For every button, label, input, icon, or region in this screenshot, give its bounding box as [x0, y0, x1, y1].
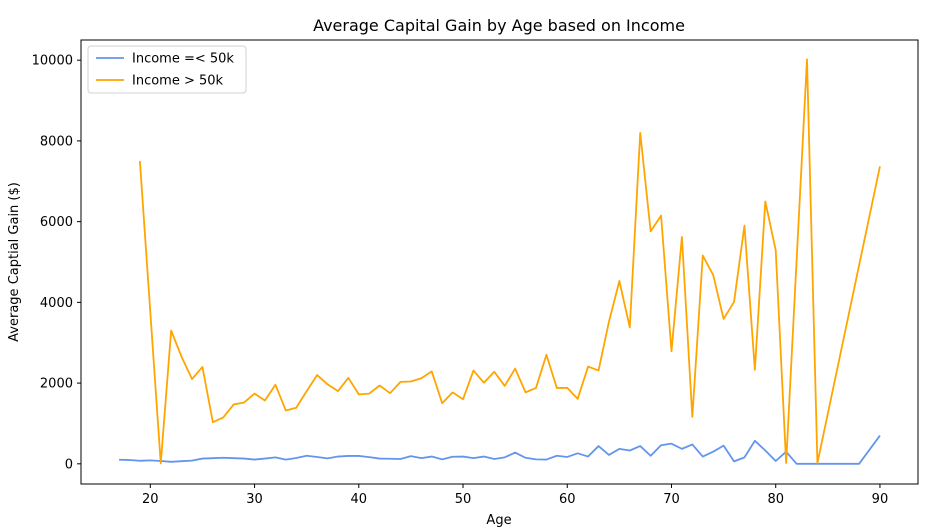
x-tick-label: 40 [351, 492, 368, 507]
y-tick-label: 10000 [32, 54, 73, 69]
series-layer [119, 58, 881, 465]
y-tick-label: 0 [65, 457, 73, 472]
x-axis: 20 30 40 50 60 70 80 90 [142, 484, 888, 507]
legend-box [87, 45, 247, 94]
x-tick-label: 60 [559, 492, 576, 507]
x-tick-label: 50 [455, 492, 472, 507]
x-tick-label: 80 [767, 492, 784, 507]
legend: Income =< 50k Income > 50k [87, 45, 247, 94]
series-line-1 [119, 435, 881, 465]
x-tick-label: 20 [142, 492, 159, 507]
y-tick-label: 8000 [40, 134, 73, 149]
y-axis-label: Average Captial Gain ($) [7, 182, 22, 342]
x-axis-label: Age [486, 513, 511, 528]
y-axis: 0 2000 4000 6000 8000 10000 [32, 54, 81, 472]
chart-title: Average Capital Gain by Age based on Inc… [313, 16, 685, 35]
x-tick-label: 90 [872, 492, 889, 507]
x-tick-label: 30 [246, 492, 263, 507]
legend-label-series-2: Income > 50k [132, 74, 224, 89]
plot-area [80, 39, 919, 485]
legend-label-series-1: Income =< 50k [132, 52, 234, 67]
y-tick-label: 6000 [40, 215, 73, 230]
plot-frame [80, 39, 919, 485]
series-line-2 [138, 58, 881, 465]
x-tick-label: 70 [663, 492, 680, 507]
y-tick-label: 4000 [40, 296, 73, 311]
y-tick-label: 2000 [40, 377, 73, 392]
